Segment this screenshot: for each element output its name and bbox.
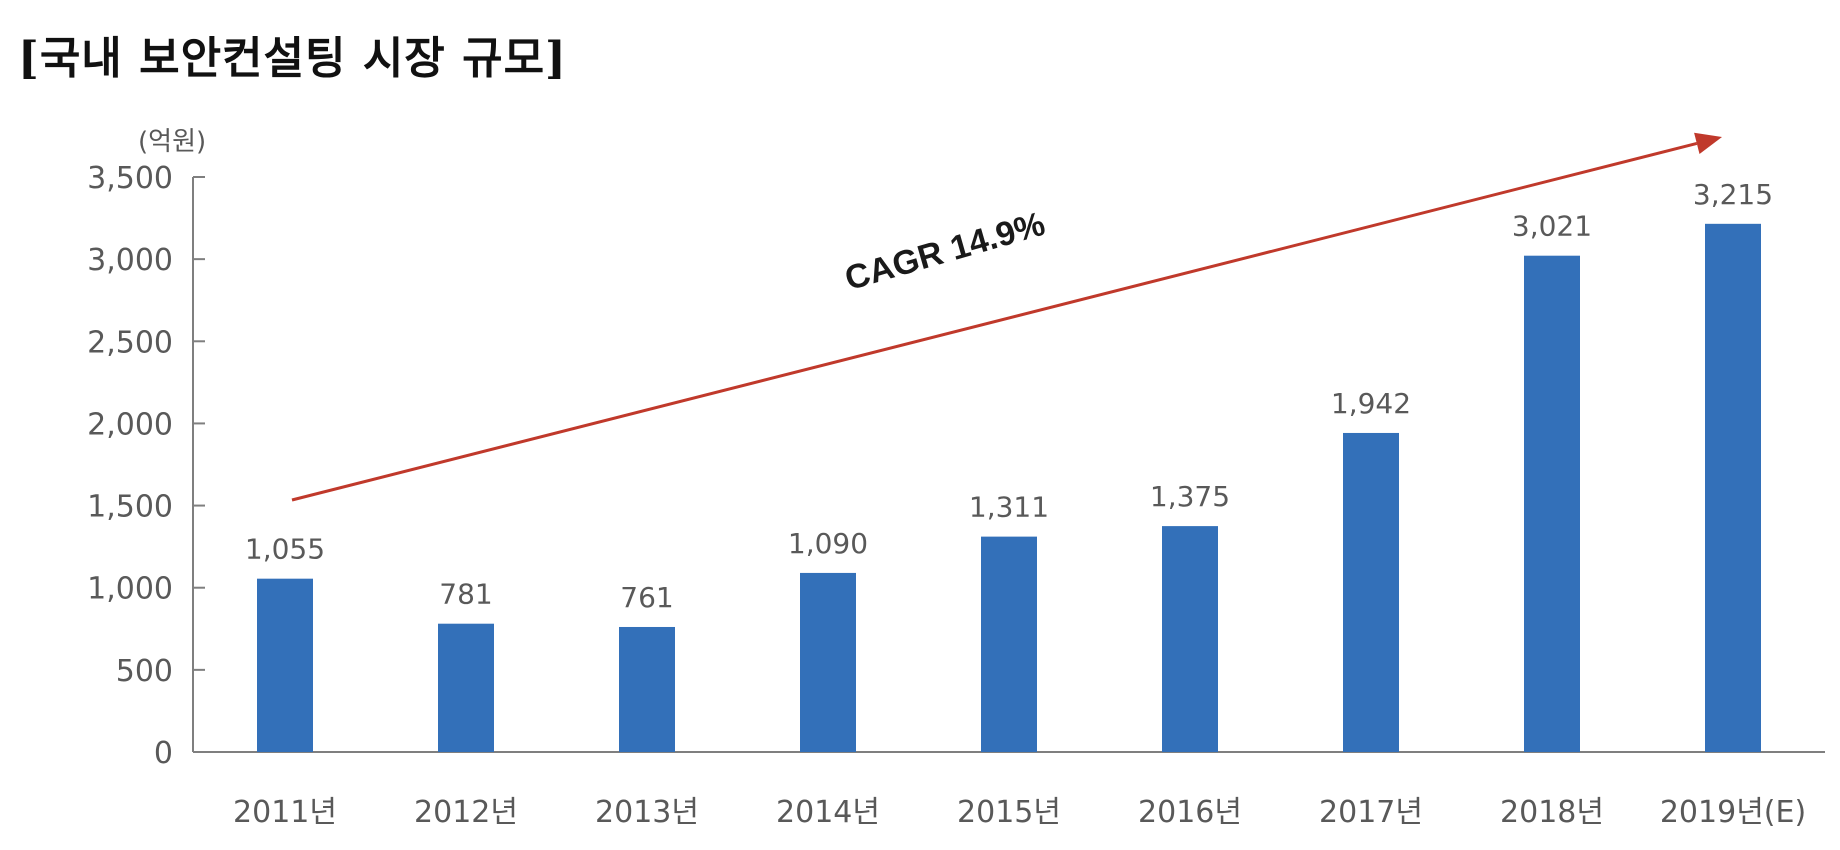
y-axis-unit-label: (억원) [138,127,206,157]
data-label: 781 [439,578,492,611]
bar [1705,223,1761,753]
y-tick-label: 3,500 [87,161,173,196]
bar [1162,526,1218,752]
bar [981,536,1037,752]
y-tick-label: 2,000 [87,407,173,442]
trend-arrow-head [1694,132,1722,155]
y-tick-label: 500 [116,654,173,689]
data-label: 1,090 [788,527,868,560]
y-tick-label: 1,500 [87,490,173,525]
x-tick-label: 2011년 [233,795,337,830]
data-label: 1,942 [1331,387,1411,420]
x-tick-label: 2014년 [776,795,880,830]
x-tick-label: 2019년(E) [1660,795,1806,830]
x-tick-label: 2015년 [957,795,1061,830]
x-tick-label: 2016년 [1138,795,1242,830]
data-label: 1,375 [1150,480,1230,513]
chart-title: [국내 보안컨설팅 시장 규모] [18,33,567,84]
bar [1524,255,1580,752]
data-label: 1,311 [969,491,1049,524]
y-tick-label: 2,500 [87,325,173,360]
x-tick-label: 2013년 [595,795,699,830]
data-label: 3,215 [1693,178,1773,211]
x-tick-label: 2017년 [1319,795,1423,830]
data-label: 761 [620,581,673,614]
y-tick-label: 1,000 [87,572,173,607]
bar [257,578,313,752]
bar [619,626,675,752]
data-label: 3,021 [1512,210,1592,243]
x-tick-label: 2012년 [414,795,518,830]
bar [800,572,856,752]
trend-arrow-line [291,141,1698,502]
cagr-annotation: CAGR 14.9% [841,205,1049,298]
bar [1343,432,1399,752]
y-tick-label: 3,000 [87,243,173,278]
data-label: 1,055 [245,533,325,566]
y-tick-label: 0 [154,736,173,771]
bar [438,623,494,752]
x-tick-label: 2018년 [1500,795,1604,830]
